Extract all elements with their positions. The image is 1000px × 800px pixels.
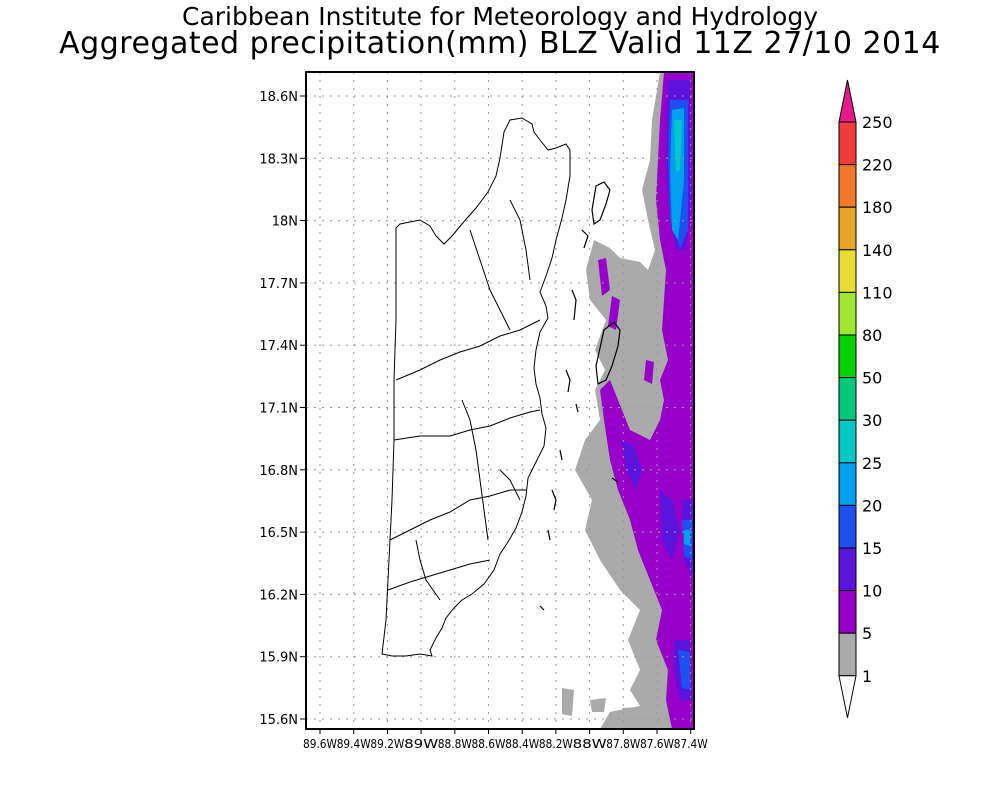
colorbar-label: 25 bbox=[862, 454, 882, 473]
colorbar-label: 5 bbox=[862, 624, 872, 643]
district-border bbox=[389, 489, 526, 541]
colorbar-swatch bbox=[838, 462, 857, 506]
lon-label: 89.4W bbox=[337, 737, 371, 751]
caye bbox=[559, 449, 563, 461]
colorbar-swatch bbox=[838, 547, 857, 592]
caye bbox=[611, 477, 619, 483]
colorbar-swatch bbox=[838, 377, 857, 421]
caye bbox=[581, 229, 589, 249]
lon-label: 87.8W bbox=[606, 737, 640, 751]
precip-spot-purple bbox=[644, 360, 654, 384]
latitude-labels: 18.6N 18.3N 18N 17.7N 17.4N 17.1N 16.8N 16.5N 16… bbox=[259, 90, 306, 728]
longitude-labels: 89.6W 89.4W 89.2W 89W 88.8W 88.6W 88.4W 88.2W 88… bbox=[303, 729, 708, 751]
district-border bbox=[415, 539, 441, 601]
colorbar-label: 110 bbox=[862, 283, 893, 302]
colorbar-label: 20 bbox=[862, 496, 882, 515]
colorbar-label: 10 bbox=[862, 582, 882, 601]
lon-label: 89.6W bbox=[303, 737, 337, 751]
caye bbox=[547, 529, 551, 541]
district-border bbox=[395, 319, 541, 381]
lat-label: 16.2N bbox=[259, 588, 298, 603]
district-border bbox=[387, 559, 491, 591]
caye bbox=[591, 181, 611, 226]
lat-label: 15.6N bbox=[259, 713, 298, 728]
lon-label: 88.8W bbox=[438, 737, 472, 751]
cayes bbox=[539, 181, 621, 611]
caye bbox=[575, 403, 579, 413]
colorbar-label: 250 bbox=[862, 113, 893, 132]
precip-spot-gray bbox=[622, 706, 668, 724]
colorbar-bottom-arrow bbox=[838, 675, 857, 718]
lon-label: 88.4W bbox=[505, 737, 539, 751]
caye bbox=[571, 289, 577, 321]
lon-label: 88.2W bbox=[539, 737, 573, 751]
belize-outline bbox=[381, 117, 571, 657]
map-frame bbox=[305, 71, 695, 730]
precip-spot-gray bbox=[562, 688, 574, 716]
country-border bbox=[381, 117, 571, 657]
colorbar-swatch bbox=[838, 164, 857, 208]
precip-band-violet bbox=[660, 490, 680, 560]
lon-label: 89.2W bbox=[370, 737, 404, 751]
colorbar-top-arrow bbox=[838, 79, 857, 123]
colorbar-swatch bbox=[838, 249, 857, 293]
precip-spot-gray bbox=[590, 698, 606, 712]
precip-spot-purple bbox=[598, 258, 610, 296]
district-border bbox=[461, 399, 489, 541]
colorbar-label: 1 bbox=[862, 667, 872, 686]
lat-label: 18N bbox=[272, 215, 298, 230]
colorbar-label: 50 bbox=[862, 369, 882, 388]
lon-label: 88.6W bbox=[472, 737, 506, 751]
lat-label: 18.6N bbox=[259, 90, 298, 105]
caye bbox=[595, 321, 621, 385]
lat-label: 18.3N bbox=[259, 152, 298, 167]
lat-label: 17.7N bbox=[259, 277, 298, 292]
district-border bbox=[393, 409, 541, 441]
precip-band-blue bbox=[678, 650, 690, 690]
lat-label: 16.5N bbox=[259, 526, 298, 541]
precip-band-purple bbox=[600, 72, 694, 729]
precipitation-layer bbox=[562, 72, 694, 729]
colorbar-swatch bbox=[838, 590, 857, 634]
colorbar-swatch bbox=[838, 121, 857, 166]
colorbar-label: 30 bbox=[862, 411, 882, 430]
district-border bbox=[509, 199, 531, 281]
lat-label: 17.1N bbox=[259, 402, 298, 417]
colorbar-legend: 250 220 180 140 110 80 50 30 25 20 15 10 5 1 bbox=[838, 79, 893, 718]
lon-label: 88W bbox=[573, 737, 607, 751]
colorbar-swatch bbox=[838, 419, 857, 464]
precip-band-cyan bbox=[674, 120, 682, 172]
colorbar-swatch bbox=[838, 206, 857, 251]
colorbar-swatch bbox=[838, 632, 857, 677]
lat-label: 16.8N bbox=[259, 464, 298, 479]
colorbar-swatch bbox=[838, 334, 857, 379]
precip-band-violet bbox=[622, 440, 642, 490]
graticule bbox=[306, 72, 694, 729]
colorbar-label: 180 bbox=[862, 198, 893, 217]
colorbar-swatch bbox=[838, 291, 857, 336]
precip-band-lightblue bbox=[684, 530, 690, 546]
caye bbox=[551, 489, 557, 511]
lon-label: 89W bbox=[404, 737, 438, 751]
district-border bbox=[469, 229, 511, 331]
colorbar-swatch bbox=[838, 504, 857, 549]
colorbar-label: 140 bbox=[862, 241, 893, 260]
precip-spot-purple bbox=[608, 296, 620, 330]
caye bbox=[565, 369, 571, 393]
colorbar-label: 15 bbox=[862, 539, 882, 558]
caye bbox=[539, 605, 545, 611]
colorbar-label: 80 bbox=[862, 326, 882, 345]
map-title: Aggregated precipitation(mm) BLZ Valid 1… bbox=[59, 26, 941, 61]
colorbar-label: 220 bbox=[862, 156, 893, 175]
lon-label: 87.6W bbox=[640, 737, 674, 751]
lon-label: 87.4W bbox=[674, 737, 708, 751]
institute-title: Caribbean Institute for Meteorology and … bbox=[182, 2, 818, 31]
lat-label: 17.4N bbox=[259, 339, 298, 354]
lat-label: 15.9N bbox=[259, 651, 298, 666]
district-border bbox=[499, 469, 521, 501]
